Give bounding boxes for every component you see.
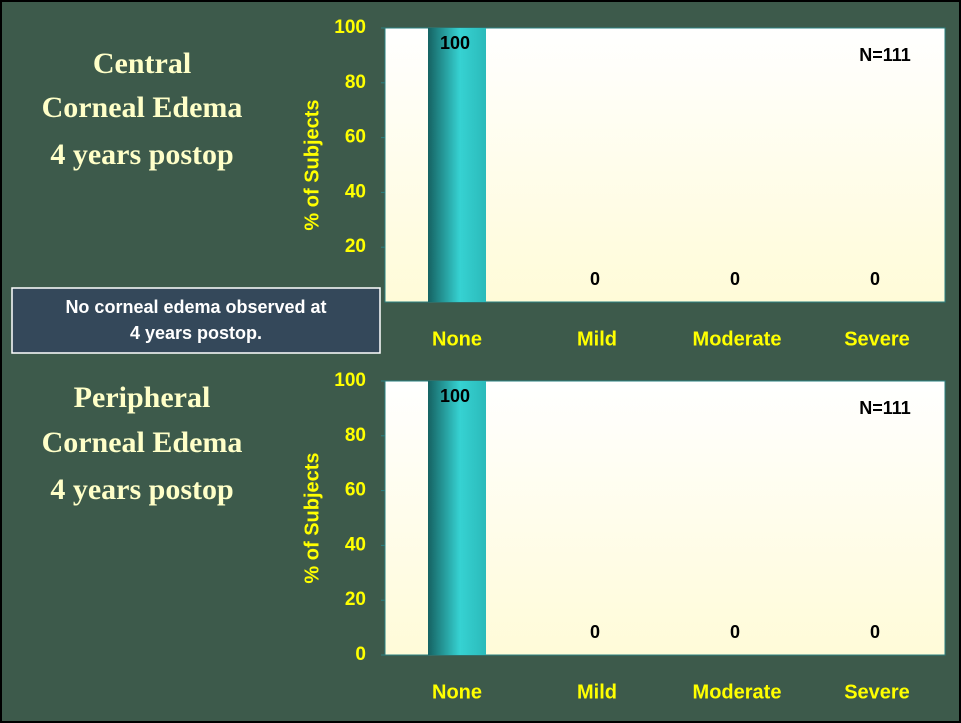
x-tick-label: None [432,681,482,703]
bar [428,28,486,302]
data-label: 0 [730,269,740,289]
data-label: 0 [870,269,880,289]
x-tick-label: Mild [577,681,617,703]
y-axis-label: % of Subjects [301,452,323,583]
y-axis-label: % of Subjects [301,99,323,230]
note-line: No corneal edema observed at [65,297,326,317]
x-tick-label: Mild [577,328,617,350]
annotation: N=111 [859,45,911,65]
y-tick-label: 100 [334,17,366,38]
y-tick-label: 60 [345,127,366,148]
y-tick-label: 0 [355,644,366,665]
chart-title: Central [93,47,191,80]
y-tick-label: 40 [345,534,366,555]
annotation: N=111 [859,398,911,418]
y-tick-label: 80 [345,72,366,93]
y-tick-label: 20 [345,589,366,610]
y-tick-label: 40 [345,181,366,202]
data-label: 100 [440,33,470,53]
x-tick-label: None [432,328,482,350]
note-box [11,287,381,354]
chart-title: Corneal Edema [42,91,243,124]
chart-title: Corneal Edema [42,426,243,459]
x-tick-label: Severe [844,328,910,350]
data-label: 0 [730,622,740,642]
y-tick-label: 100 [334,370,366,391]
chart-title: 4 years postop [50,138,233,171]
note-line: 4 years postop. [130,323,262,343]
x-tick-label: Moderate [693,328,782,350]
chart-title: 4 years postop [50,473,233,506]
x-tick-label: Severe [844,681,910,703]
bar [428,381,486,655]
data-label: 0 [870,622,880,642]
y-tick-label: 60 [345,480,366,501]
data-label: 0 [590,269,600,289]
chart-title: Peripheral [74,381,211,414]
y-tick-label: 80 [345,425,366,446]
y-tick-label: 20 [345,236,366,257]
data-label: 0 [590,622,600,642]
x-tick-label: Moderate [693,681,782,703]
data-label: 100 [440,386,470,406]
